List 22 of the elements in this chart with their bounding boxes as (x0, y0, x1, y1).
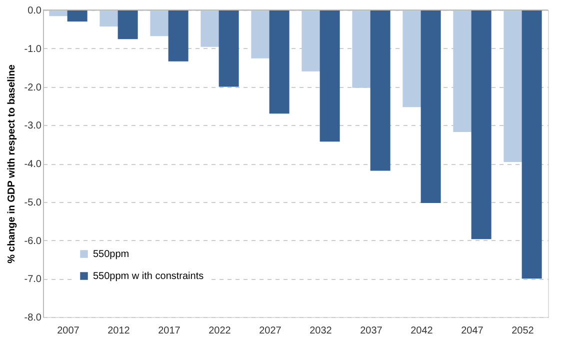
x-tick-label: 2022 (208, 326, 232, 336)
y-axis-title: % change in GDP with respect to baseline (6, 64, 18, 264)
x-tick-label: 2027 (259, 326, 282, 336)
y-tick-label: -8.0 (24, 312, 42, 324)
y-tick-label: -5.0 (24, 197, 42, 208)
y-tick-label: -7.0 (24, 274, 42, 286)
x-tick-label: 2017 (158, 326, 181, 336)
legend-label: 550ppm (93, 249, 130, 260)
y-tick-label: -4.0 (24, 159, 42, 170)
x-tick-label: 2052 (512, 326, 534, 336)
y-tick-label: -3.0 (24, 120, 42, 132)
x-tick-label: 2042 (410, 326, 434, 336)
legend-label: 550ppm w ith constraints (93, 271, 204, 282)
y-tick-label: 0.0 (28, 6, 42, 16)
x-tick-label: 2012 (108, 326, 130, 336)
y-tick-label: -6.0 (24, 236, 42, 247)
x-tick-label: 2047 (461, 326, 484, 336)
y-tick-label: -2.0 (24, 82, 42, 94)
x-tick-label: 2032 (310, 326, 332, 336)
x-tick-label: 2007 (57, 326, 80, 336)
x-tick-label: 2037 (360, 326, 383, 336)
y-tick-label: -1.0 (24, 44, 42, 55)
